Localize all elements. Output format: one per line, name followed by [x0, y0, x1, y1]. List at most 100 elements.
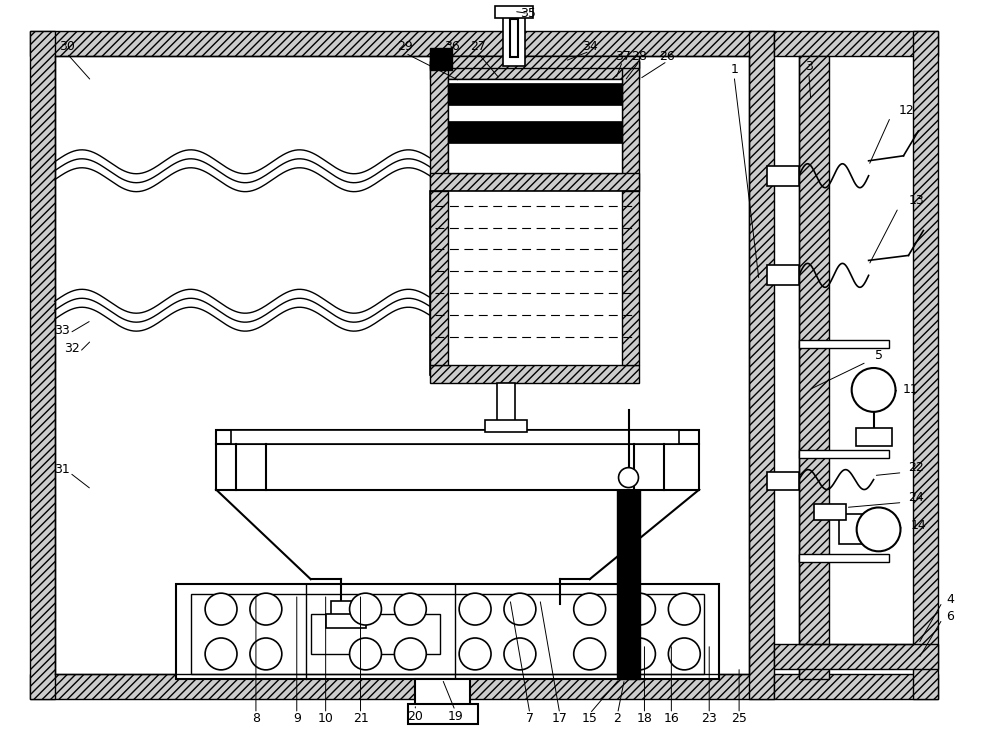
Text: 5: 5: [875, 349, 883, 361]
Text: 6: 6: [946, 610, 954, 622]
Bar: [774, 644, 938, 669]
Circle shape: [668, 638, 700, 670]
Text: 15: 15: [582, 712, 598, 725]
Bar: [799, 450, 889, 457]
Bar: [839, 514, 881, 545]
Bar: [408, 704, 478, 723]
Text: 4: 4: [946, 593, 954, 606]
Bar: [311, 614, 440, 654]
Circle shape: [350, 593, 381, 625]
Circle shape: [624, 638, 655, 670]
Circle shape: [624, 593, 655, 625]
Text: 17: 17: [552, 712, 568, 725]
Bar: [448, 121, 622, 143]
Bar: [495, 7, 533, 18]
Circle shape: [394, 593, 426, 625]
Circle shape: [852, 368, 896, 412]
Bar: [191, 594, 704, 674]
Text: 26: 26: [659, 50, 675, 63]
Bar: [767, 166, 799, 185]
Circle shape: [205, 593, 237, 625]
Text: 18: 18: [637, 712, 652, 725]
Bar: [767, 471, 799, 489]
Bar: [448, 79, 622, 173]
Text: 12: 12: [899, 104, 914, 118]
Bar: [430, 365, 639, 383]
Bar: [430, 61, 448, 191]
Bar: [430, 191, 639, 375]
Bar: [617, 489, 640, 679]
Text: 1: 1: [730, 63, 738, 75]
Bar: [448, 83, 622, 105]
Circle shape: [459, 638, 491, 670]
Text: 2: 2: [614, 712, 621, 725]
Text: 22: 22: [909, 461, 924, 474]
Text: 33: 33: [54, 324, 70, 337]
Bar: [799, 340, 889, 348]
Bar: [774, 31, 938, 56]
Bar: [485, 420, 527, 432]
Bar: [497, 383, 515, 423]
Circle shape: [250, 638, 282, 670]
Text: 27: 27: [470, 40, 486, 52]
Text: 9: 9: [293, 712, 301, 725]
Text: 16: 16: [663, 712, 679, 725]
Bar: [430, 61, 639, 79]
Bar: [774, 674, 938, 699]
Circle shape: [250, 593, 282, 625]
Bar: [231, 430, 679, 443]
Bar: [331, 601, 361, 619]
Bar: [30, 31, 55, 699]
Text: 34: 34: [582, 40, 598, 52]
Text: 8: 8: [252, 712, 260, 725]
Circle shape: [205, 638, 237, 670]
Bar: [799, 554, 889, 562]
Text: 36: 36: [444, 40, 460, 52]
Text: 25: 25: [731, 712, 747, 725]
Bar: [430, 56, 639, 68]
Bar: [430, 173, 639, 191]
Bar: [913, 31, 938, 699]
Bar: [856, 428, 892, 446]
Circle shape: [668, 593, 700, 625]
Text: 14: 14: [911, 519, 926, 532]
Bar: [503, 11, 525, 67]
Bar: [430, 48, 452, 70]
Text: 13: 13: [909, 194, 924, 207]
Bar: [622, 191, 639, 365]
Bar: [216, 430, 699, 443]
Bar: [799, 56, 829, 679]
Circle shape: [574, 638, 606, 670]
Text: 10: 10: [318, 712, 334, 725]
Text: 30: 30: [59, 40, 75, 52]
Text: 31: 31: [54, 463, 70, 476]
Text: 23: 23: [701, 712, 717, 725]
Bar: [622, 61, 639, 191]
Text: 19: 19: [447, 710, 463, 723]
Bar: [30, 674, 774, 699]
Circle shape: [394, 638, 426, 670]
Text: 35: 35: [520, 7, 536, 20]
Text: 3: 3: [805, 60, 813, 72]
Circle shape: [350, 638, 381, 670]
Text: 7: 7: [526, 712, 534, 725]
Text: 20: 20: [407, 710, 423, 723]
Bar: [430, 191, 448, 365]
Bar: [30, 31, 774, 56]
Bar: [510, 19, 518, 57]
Text: 32: 32: [64, 341, 79, 355]
Text: 28: 28: [632, 50, 647, 63]
Circle shape: [857, 508, 900, 551]
Text: 21: 21: [353, 712, 368, 725]
Text: 37: 37: [615, 50, 630, 63]
Circle shape: [619, 468, 638, 488]
Circle shape: [504, 593, 536, 625]
Circle shape: [504, 638, 536, 670]
Bar: [767, 265, 799, 285]
Circle shape: [574, 593, 606, 625]
Bar: [326, 614, 366, 628]
Bar: [814, 505, 846, 520]
Bar: [415, 679, 470, 706]
Text: 29: 29: [397, 40, 413, 52]
Bar: [749, 31, 774, 699]
